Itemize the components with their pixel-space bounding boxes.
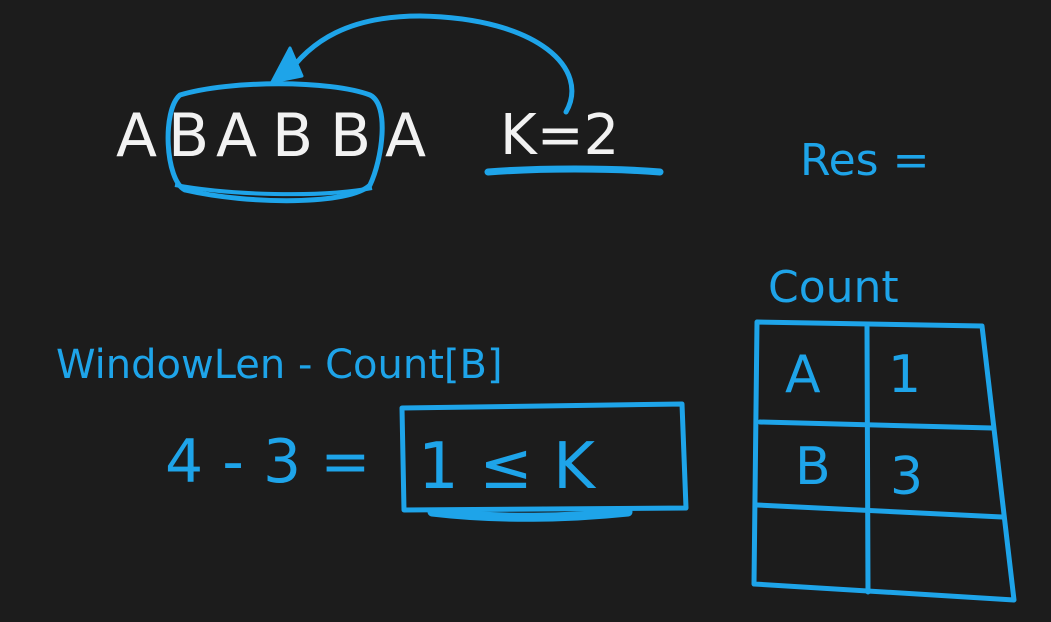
window-oval-underline: [174, 183, 373, 197]
string-char: A: [116, 101, 157, 171]
string-char: B: [168, 101, 209, 171]
string-char: A: [216, 101, 257, 171]
input-string: A B A B B A: [116, 101, 426, 171]
slide-arrow-head: [270, 46, 304, 84]
result-box: [399, 401, 689, 513]
string-char: B: [272, 101, 313, 171]
table-col-divider: [864, 324, 871, 595]
table-cell-key: A: [785, 345, 821, 405]
k-label: K=2: [500, 103, 619, 168]
boxed-result: 1 ≤ K: [418, 430, 597, 504]
result-underline: [427, 507, 633, 522]
table-cell-value: 1: [888, 345, 921, 405]
string-char: A: [385, 101, 426, 171]
res-label: Res =: [800, 135, 929, 186]
table-outline: [751, 319, 1017, 603]
window-oval: [165, 81, 385, 204]
count-table-cells: A 1 B 3: [785, 345, 923, 507]
count-title: Count: [768, 262, 899, 313]
string-char: B: [330, 101, 371, 171]
table-row-divider: [757, 419, 995, 431]
equation-lhs: 4 - 3 =: [165, 427, 371, 497]
count-table: [751, 319, 1017, 603]
table-row-divider: [754, 502, 1005, 520]
slide-arrow: [282, 13, 575, 115]
table-cell-value: 3: [890, 447, 923, 507]
k-underline: [484, 165, 664, 176]
formula-label: WindowLen - Count[B]: [56, 342, 503, 388]
table-cell-key: B: [795, 437, 831, 497]
